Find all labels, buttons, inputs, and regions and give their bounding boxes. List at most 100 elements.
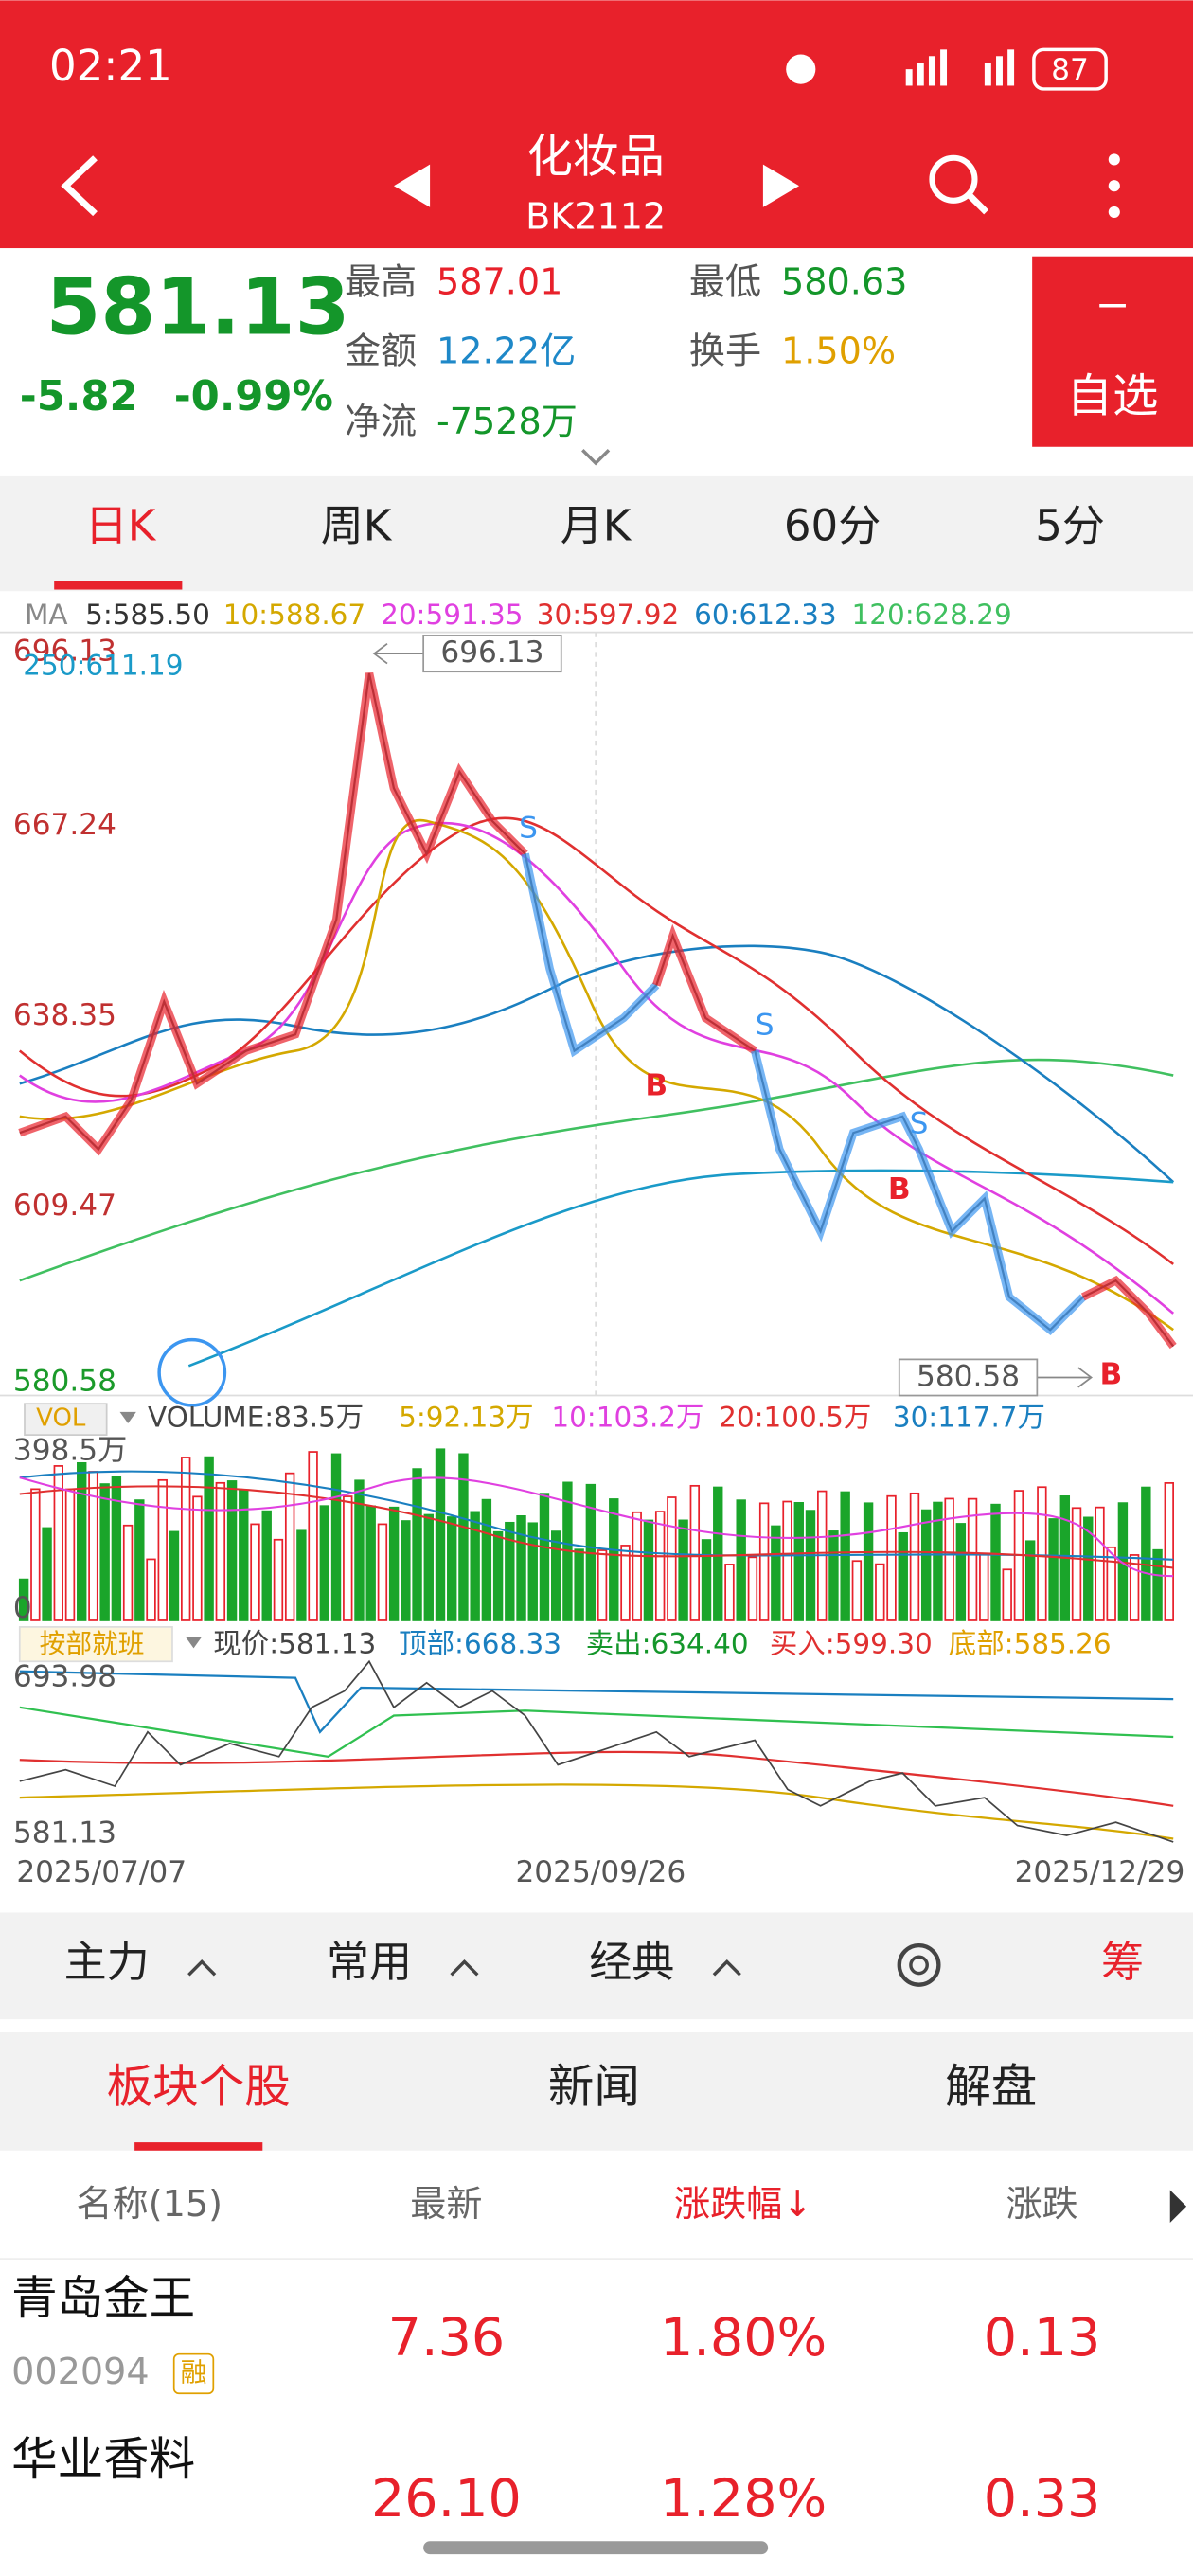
vol-bar <box>273 1538 284 1621</box>
date: 2025/07/07 <box>16 1855 187 1889</box>
field-label: 最低 <box>689 261 761 303</box>
vol-bar <box>1106 1546 1116 1621</box>
stock-name: 青岛金王 <box>11 2272 195 2325</box>
table-header[interactable]: 最新 <box>410 2183 482 2225</box>
vol-bar <box>239 1490 249 1621</box>
vol-bar <box>99 1483 110 1621</box>
vol-bar <box>909 1492 920 1621</box>
period-tab[interactable]: 月K <box>561 500 632 550</box>
menu-button[interactable] <box>1108 153 1120 218</box>
signal: B <box>645 1069 668 1103</box>
indicator-box[interactable] <box>18 1626 173 1663</box>
stock-code: 002094 <box>11 2351 149 2392</box>
prev-button[interactable] <box>393 164 431 207</box>
field-label: 净流 <box>345 401 417 442</box>
table-header[interactable]: 名称(15) <box>76 2183 222 2225</box>
ma-legend-item: 20:591.35 <box>381 599 523 631</box>
table-header[interactable]: 涨跌幅↓ <box>674 2183 812 2225</box>
content-tab[interactable]: 板块个股 <box>107 2061 291 2114</box>
indicator-name: 按部就班 <box>40 1628 145 1659</box>
scroll-right[interactable] <box>1169 2190 1187 2224</box>
vol-bar <box>215 1481 226 1621</box>
vol-bar <box>1164 1482 1174 1621</box>
period-tab[interactable]: 日K <box>85 500 157 550</box>
ma-legend-item: 30:597.92 <box>537 599 679 631</box>
expand[interactable] <box>581 449 611 466</box>
y-tick-label: 609.47 <box>13 1189 116 1223</box>
vol-box[interactable] <box>24 1403 108 1436</box>
search-button[interactable] <box>929 154 989 215</box>
tab-indicator <box>54 581 183 590</box>
main-chart <box>0 631 1193 1407</box>
dropdown <box>185 1637 203 1649</box>
vol-bar <box>284 1472 295 1621</box>
content-tab[interactable]: 新闻 <box>548 2061 640 2114</box>
change-pct: -0.99% <box>174 373 333 420</box>
watch-button[interactable]: 自选 <box>1032 256 1193 447</box>
vol-bar <box>678 1519 688 1621</box>
period-tab[interactable]: 周K <box>321 500 393 550</box>
vol-bar <box>447 1516 457 1621</box>
vol-bar <box>1002 1568 1012 1621</box>
header-bg <box>0 0 1193 249</box>
vol-bar <box>933 1501 943 1621</box>
vol-bar <box>77 1461 87 1621</box>
vol-bar <box>747 1556 758 1621</box>
vol-bar <box>654 1511 666 1621</box>
tab-indicator <box>134 2142 263 2151</box>
vol-bar <box>736 1499 746 1621</box>
vol-bar <box>122 1524 134 1621</box>
ma-legend-item: 60:612.33 <box>694 599 836 631</box>
vol-bar <box>667 1496 677 1621</box>
date: 2025/09/26 <box>515 1855 686 1889</box>
stock-name: 华业香料 <box>11 2433 195 2486</box>
toolbar-button[interactable]: 常用 <box>327 1937 412 1987</box>
home-indicator[interactable] <box>423 2541 769 2555</box>
vol-bar <box>134 1499 145 1621</box>
table-header[interactable]: 涨跌 <box>1006 2183 1077 2225</box>
vol-bar <box>689 1484 701 1621</box>
vol-bar <box>539 1493 550 1621</box>
vol-bar <box>1152 1548 1163 1621</box>
vol-bar <box>42 1527 52 1621</box>
period-tab[interactable]: 60分 <box>784 500 881 550</box>
vol-bar <box>805 1510 816 1621</box>
vol-bar <box>1024 1540 1036 1621</box>
vol-bar <box>146 1558 156 1621</box>
next-button[interactable] <box>762 164 800 207</box>
field-value: 12.22亿 <box>436 330 576 371</box>
vol-bar <box>724 1564 735 1621</box>
vol-bar <box>643 1519 654 1621</box>
vol-bar <box>412 1468 422 1621</box>
vol-bar <box>157 1478 168 1621</box>
vol-bar <box>516 1515 526 1621</box>
vol-bar <box>470 1511 480 1621</box>
vol-bar <box>713 1486 723 1621</box>
chip-button[interactable]: 筹 <box>1101 1937 1144 1987</box>
vol-bar <box>574 1548 584 1621</box>
high-label: 696.13 <box>440 635 543 670</box>
vol-bar <box>1071 1507 1082 1621</box>
vol-bar <box>18 1578 29 1621</box>
vol-bar <box>435 1448 446 1621</box>
back-button[interactable] <box>61 155 98 217</box>
vol-bar <box>226 1480 238 1621</box>
vol-bar <box>828 1530 839 1621</box>
vol-bar <box>250 1523 260 1621</box>
settings-button[interactable] <box>897 1942 941 1987</box>
content-tabs-bg <box>0 2031 1193 2151</box>
vol-ma <box>19 1485 1174 1569</box>
period-tab[interactable]: 5分 <box>1035 500 1105 550</box>
vol-ma <box>19 1470 1174 1561</box>
vol-bar <box>886 1494 897 1621</box>
watch-label: 自选 <box>1067 369 1159 422</box>
signal: S <box>910 1107 929 1141</box>
dropdown <box>119 1411 136 1423</box>
vol-bar <box>111 1476 122 1621</box>
toolbar-button[interactable]: 经典 <box>589 1937 674 1987</box>
ma-legend-item: 10:588.67 <box>223 599 365 631</box>
content-tab[interactable]: 解盘 <box>945 2061 1037 2114</box>
toolbar-button[interactable]: 主力 <box>64 1937 150 1987</box>
low-label: 580.58 <box>917 1359 1020 1393</box>
vol-legend-item: VOLUME:83.5万 <box>148 1401 364 1433</box>
